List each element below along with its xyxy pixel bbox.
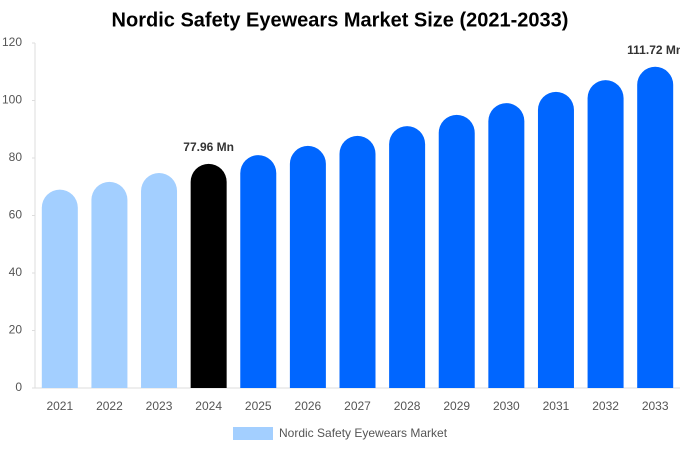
x-tick-label: 2028 (394, 399, 421, 413)
bar (438, 114, 475, 388)
data-label: 77.96 Mn (183, 140, 234, 154)
chart-title: Nordic Safety Eyewears Market Size (2021… (112, 9, 569, 31)
y-tick-label: 0 (15, 380, 22, 394)
x-tick-label: 2025 (245, 399, 272, 413)
bar (339, 135, 376, 388)
legend-swatch (233, 427, 273, 440)
bar (537, 91, 574, 388)
bar (587, 80, 624, 389)
x-tick-label: 2032 (592, 399, 619, 413)
y-tick-label: 100 (2, 93, 22, 107)
y-tick-label: 20 (9, 323, 23, 337)
bar (289, 145, 326, 388)
x-tick-label: 2033 (642, 399, 669, 413)
x-tick-label: 2022 (96, 399, 123, 413)
x-tick-label: 2031 (543, 399, 570, 413)
x-tick-label: 2029 (443, 399, 470, 413)
y-tick-label: 60 (9, 208, 23, 222)
bar (91, 181, 128, 388)
bar (141, 172, 178, 388)
x-tick-label: 2024 (195, 399, 222, 413)
x-tick-label: 2030 (493, 399, 520, 413)
x-tick-label: 2027 (344, 399, 371, 413)
data-label: 111.72 Mn (627, 43, 680, 57)
y-tick-label: 80 (9, 150, 23, 164)
bar (637, 66, 674, 389)
legend-label: Nordic Safety Eyewears Market (279, 426, 448, 440)
x-tick-label: 2021 (46, 399, 73, 413)
bar (41, 189, 78, 388)
x-tick-label: 2026 (295, 399, 322, 413)
x-tick-label: 2023 (146, 399, 173, 413)
bar (389, 126, 426, 388)
bar (488, 103, 525, 388)
y-tick-label: 40 (9, 265, 23, 279)
y-tick-label: 120 (2, 35, 22, 49)
bar (190, 163, 227, 388)
bar (240, 155, 277, 388)
